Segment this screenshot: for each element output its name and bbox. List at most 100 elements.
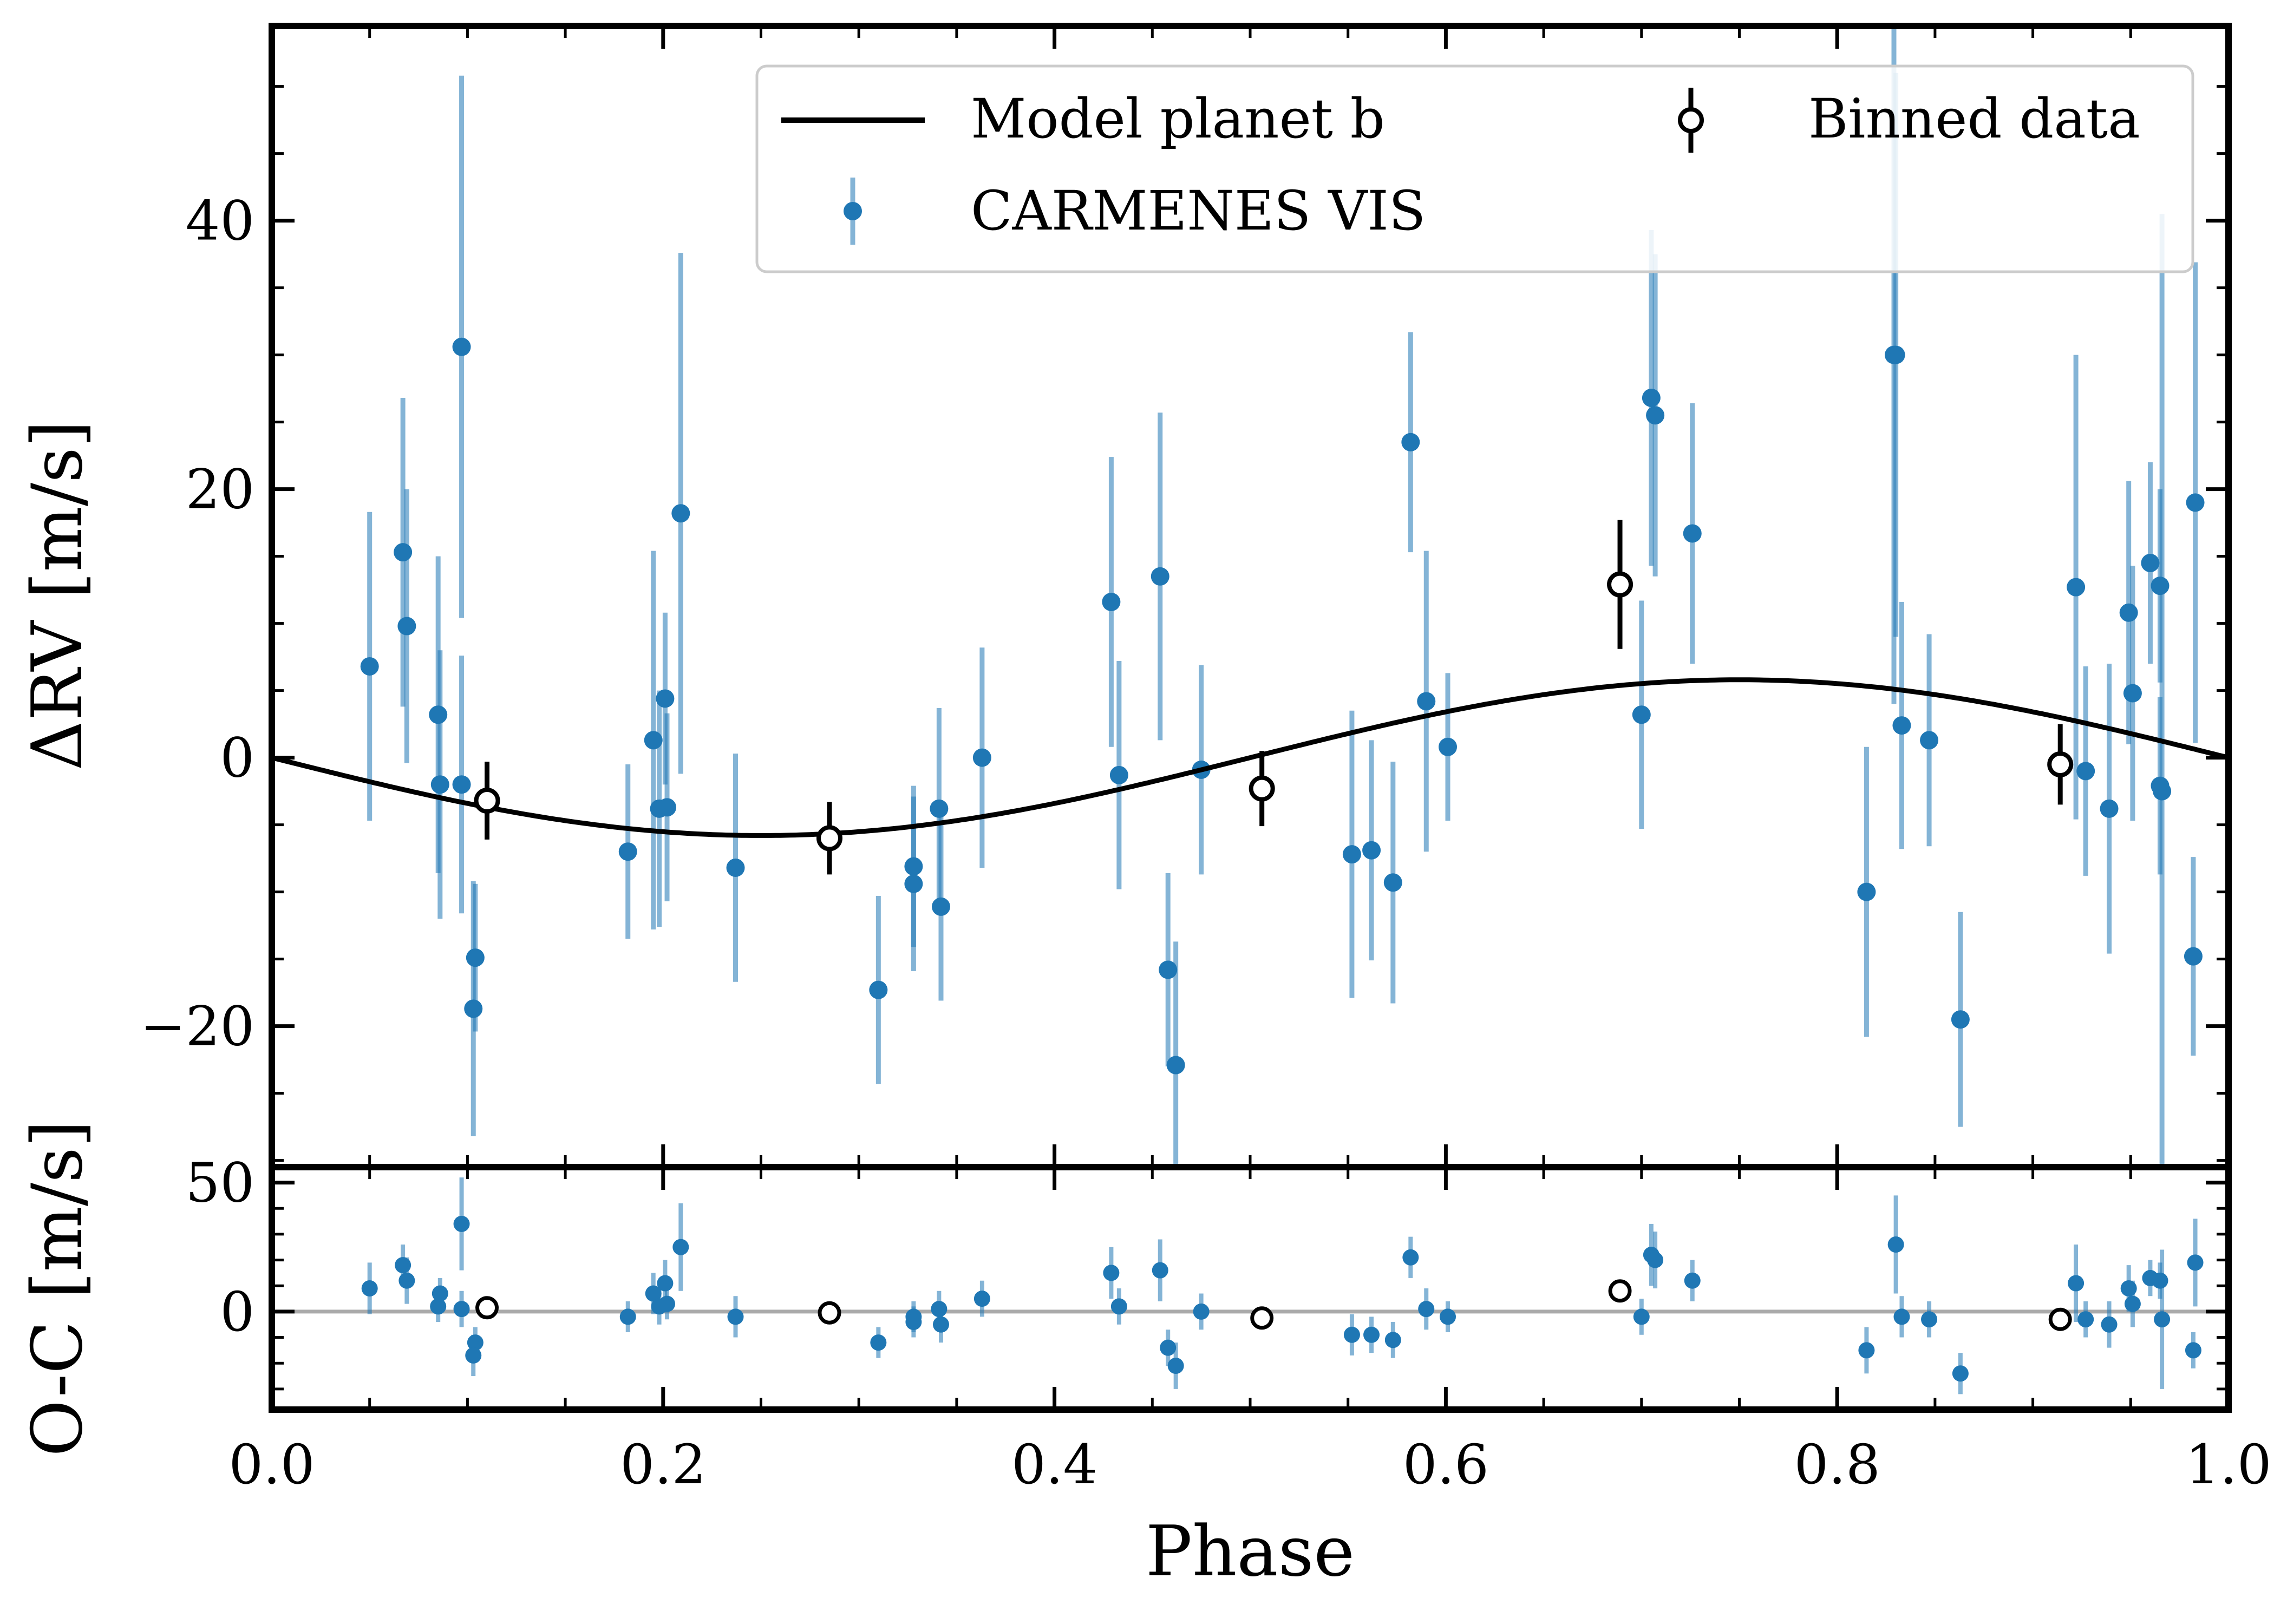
x-axis-label: Phase [1146,1511,1355,1592]
rv-data-point [1383,873,1402,892]
rv-data-point [2153,782,2172,801]
residual-data-point [657,1275,674,1292]
residual-data-point [2077,1311,2094,1328]
residual-data-point [931,1301,948,1318]
residual-data-point [645,1285,662,1302]
binned-residual-point [818,1301,841,1325]
top-panel-data-points [360,337,2205,1075]
rv-data-point [2119,603,2138,622]
rv-data-point [466,948,485,967]
rv-data-point [869,980,888,999]
rv-data-point [1151,567,1169,586]
top-y-tick-label: 0 [220,726,254,790]
rv-data-point [656,689,675,708]
x-tick-label: 0.8 [1794,1433,1880,1496]
residual-data-point [932,1316,949,1333]
residual-data-point [2120,1280,2137,1296]
bottom-panel-frame [269,1164,2232,1413]
bottom-panel-error-bars [367,1177,2198,1394]
residual-data-point [1647,1252,1664,1268]
rv-data-point [1632,705,1651,724]
rv-data-point [1857,882,1876,901]
residual-data-point [1384,1332,1401,1348]
residual-data-point [2154,1311,2171,1328]
rv-data-point [1342,845,1361,864]
residual-data-point [465,1347,482,1364]
residual-data-point [430,1298,447,1315]
top-panel-binned-data [474,520,2074,875]
residual-data-point [672,1239,689,1255]
legend-box [755,64,2194,273]
rv-data-point [2184,947,2203,966]
rv-data-point [360,657,379,676]
residual-data-point [905,1313,922,1330]
legend: Model planet b CARMENES VIS Binned data [755,64,2194,273]
rv-data-point [2100,799,2119,818]
binned-data-point [1607,571,1633,598]
residual-data-point [2068,1275,2084,1292]
binned-data-point [1249,775,1275,802]
residual-data-point [1103,1265,1120,1281]
top-y-tick-label: 40 [186,189,254,253]
residual-data-point [1167,1357,1184,1374]
rv-data-point [2067,578,2086,597]
rv-data-point [931,897,950,916]
rv-data-point [2141,554,2160,572]
legend-binned-marker [1678,107,1704,133]
legend-label-model: Model planet b [971,87,1385,150]
top-y-tick-label: 20 [186,458,254,521]
residual-data-point [1363,1326,1380,1343]
residual-data-point [453,1301,470,1318]
binned-data-point [2047,751,2074,777]
rv-data-point [972,748,991,767]
rv-data-point [1166,1056,1185,1075]
rv-data-point [397,617,416,636]
residual-data-point [398,1272,415,1289]
tick-labels: 0.0 0.2 0.4 0.6 0.8 1.0 −20 0 20 40 0 50 [140,189,2272,1496]
legend-carmenes-marker [844,202,862,220]
rv-data-point [394,543,413,562]
residual-data-point [1160,1339,1177,1356]
residual-data-point [1633,1308,1650,1325]
rv-data-point [1683,524,1702,543]
rv-data-point [1401,433,1420,451]
rv-data-point [1439,737,1458,756]
x-tick-label: 1.0 [2185,1433,2271,1496]
legend-label-binned: Binned data [1808,87,2140,150]
residual-data-point [659,1295,676,1312]
rv-data-point [452,337,471,356]
residual-data-point [2185,1342,2201,1359]
rv-data-point [1646,406,1665,425]
top-y-axis-label: ΔRV [m/s] [17,420,98,770]
residual-data-point [870,1334,887,1351]
residual-data-point [2101,1316,2118,1333]
residual-data-point [1887,1236,1904,1253]
binned-data-point [816,825,842,852]
residual-data-point [619,1308,636,1325]
residual-data-point [1952,1365,1969,1382]
residual-data-point [1858,1342,1875,1359]
residual-data-point [467,1334,483,1351]
rv-data-point [2186,493,2205,512]
rv-data-point [1362,841,1381,860]
residual-data-point [2124,1295,2141,1312]
legend-label-carmenes: CARMENES VIS [971,179,1426,243]
rv-data-point [2151,577,2170,595]
residual-data-point [1440,1308,1456,1325]
bottom-panel-binned-data [475,1279,2072,1331]
residual-data-point [1402,1249,1419,1266]
rv-data-point [644,731,663,750]
residual-data-point [395,1257,411,1274]
rv-data-point [1642,388,1661,407]
residual-data-point [727,1308,744,1325]
rv-data-point [1885,345,1904,364]
residual-data-point [1152,1262,1168,1279]
x-tick-label: 0.0 [228,1433,315,1496]
binned-residual-point [2048,1307,2072,1331]
rv-data-point [1159,960,1178,979]
x-tick-label: 0.6 [1403,1433,1489,1496]
rv-data-point [1102,592,1121,611]
rv-data-point [1951,1010,1970,1029]
model-planet-b-curve [272,677,2229,838]
